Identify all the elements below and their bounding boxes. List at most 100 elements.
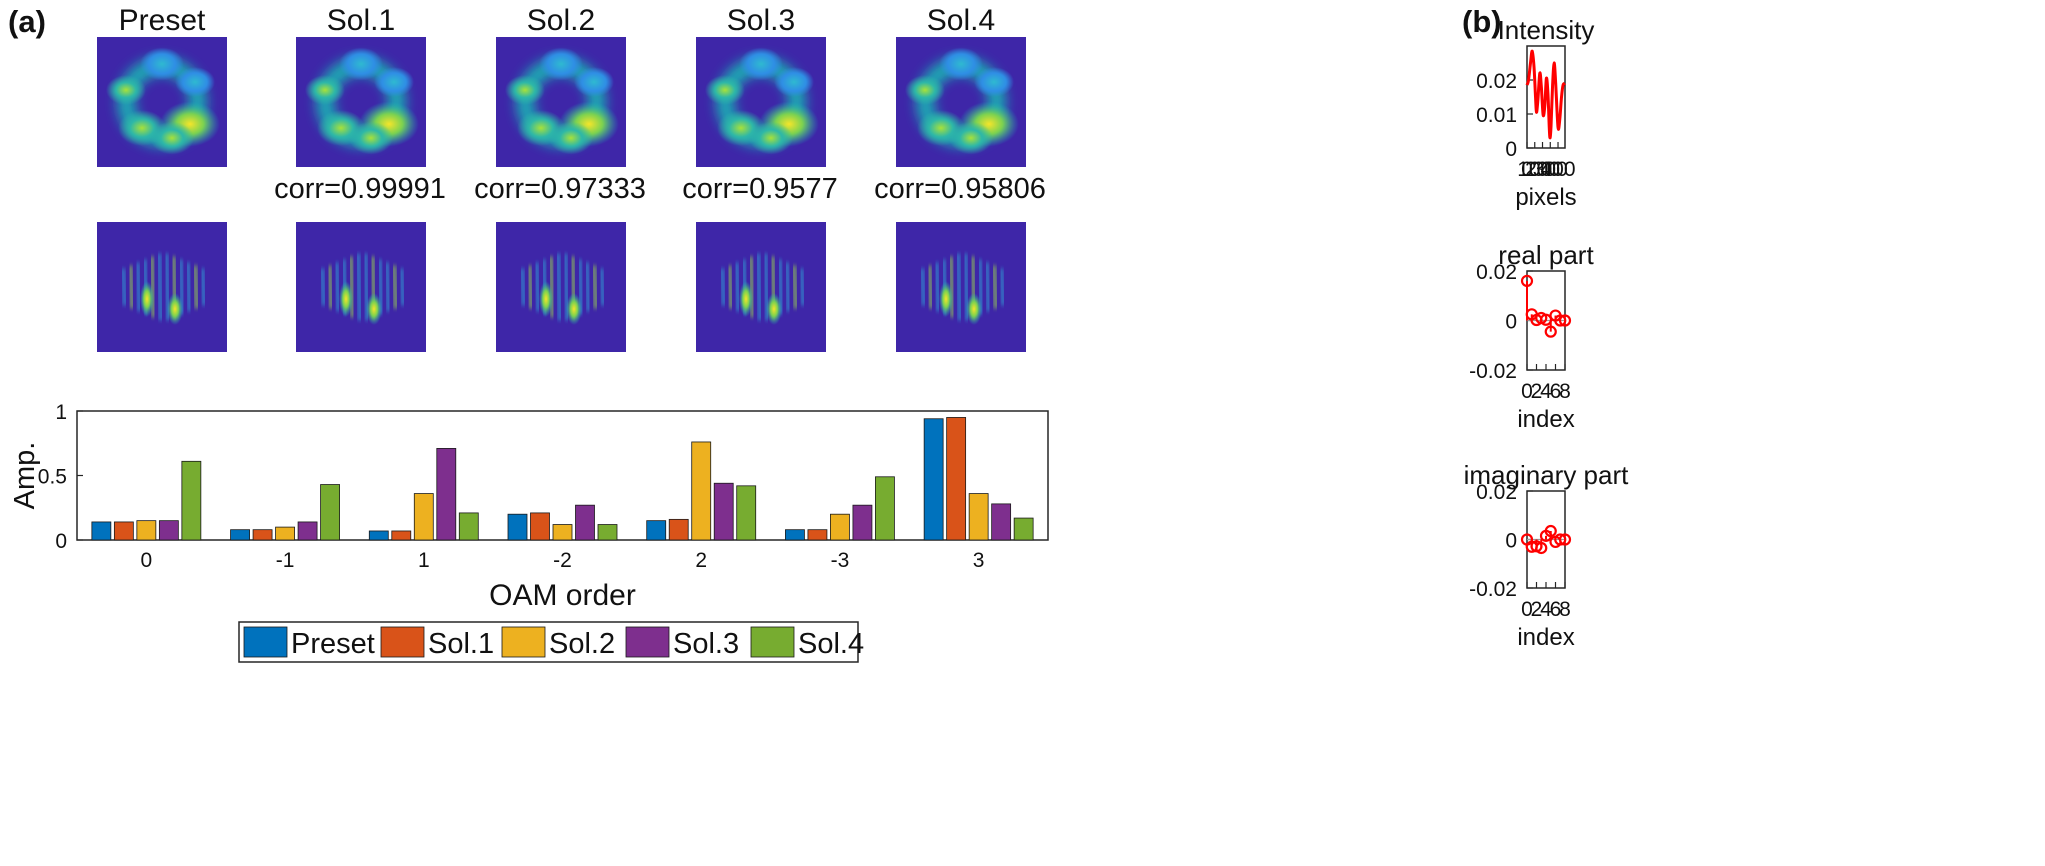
interference-thumbnail-2	[496, 222, 626, 352]
bar-Sol.4-0	[181, 460, 202, 541]
x-tick-label: -3	[831, 549, 850, 572]
bar-Sol.2--2	[552, 524, 573, 541]
y-tick-label: 0.02	[1476, 261, 1517, 284]
x-tick-label: 0	[141, 549, 153, 572]
x-tick-label: 0	[1521, 380, 1533, 403]
bar-plot-frame	[76, 410, 1049, 541]
x-tick-label: 8	[1559, 598, 1571, 621]
x-tick-label: -1	[276, 549, 295, 572]
x-tick-label: 4	[1540, 380, 1552, 403]
x-tick-label: 2	[1531, 598, 1543, 621]
x-axis-label: pixels	[1515, 184, 1576, 211]
y-tick-label: 0.5	[38, 466, 67, 489]
bar-Preset--3	[785, 529, 805, 541]
stem-marker-0	[1520, 274, 1534, 287]
stem-marker-7	[1554, 533, 1567, 546]
bar-Preset-1	[368, 530, 389, 541]
x-tick-label: 100	[1517, 158, 1552, 181]
bar-Sol.2--1	[275, 526, 295, 541]
y-tick-label: 0	[55, 530, 67, 553]
legend-swatch-Sol.3	[625, 626, 670, 658]
x-tick-label: 400	[1540, 158, 1575, 181]
x-axis-label: OAM order	[489, 579, 636, 612]
bar-Preset-3	[923, 418, 944, 541]
intensity-thumbnail-4	[896, 37, 1026, 167]
thumb-title-1: Sol.1	[327, 4, 395, 37]
stem-marker-5	[1544, 325, 1557, 338]
bar-Sol.4-1	[458, 512, 479, 541]
x-tick-label: 1	[418, 549, 430, 572]
x-tick-label: 200	[1525, 158, 1560, 181]
bar-Sol.2-2	[691, 441, 712, 541]
y-tick-label: 0	[1505, 530, 1517, 553]
correlation-label-3: corr=0.9577	[682, 173, 838, 205]
bar-Sol.1--2	[530, 512, 550, 541]
bar-Sol.1-1	[391, 530, 412, 541]
thumb-title-2: Sol.2	[527, 4, 595, 37]
bar-Preset-0	[91, 521, 112, 541]
intensity-thumbnail-2	[496, 37, 626, 167]
bar-Sol.2-1	[413, 493, 434, 541]
stem-marker-5	[1544, 524, 1557, 538]
intensity-thumbnail-1	[296, 37, 426, 167]
chart-title: real part	[1498, 240, 1594, 270]
bar-Sol.1--1	[252, 529, 273, 541]
interference-thumbnail-1	[296, 222, 426, 352]
x-tick-label: 8	[1559, 380, 1571, 403]
bar-Preset--2	[507, 513, 528, 541]
legend-swatch-Sol.4	[750, 626, 795, 658]
thumb-title-0: Preset	[119, 4, 206, 37]
x-tick-label: 4	[1540, 598, 1552, 621]
bar-Sol.1-3	[946, 417, 967, 541]
x-tick-label: 2	[1531, 380, 1543, 403]
correlation-label-4: corr=0.95806	[874, 173, 1046, 205]
bar-Sol.3-1	[436, 448, 457, 541]
y-axis-label: Amp.	[9, 442, 41, 510]
intensity-thumbnail-0	[97, 37, 227, 167]
x-axis-label: index	[1517, 624, 1574, 651]
intensity-line	[1525, 49, 1566, 140]
panel-label-b: (b)	[1462, 4, 1502, 39]
x-tick-label: 2	[695, 549, 707, 572]
bar-Preset-2	[646, 520, 667, 541]
bar-Sol.2-3	[968, 493, 989, 541]
y-tick-label: -0.02	[1469, 578, 1517, 601]
chart-title: Intensity	[1498, 15, 1595, 45]
legend-swatch-Preset	[243, 626, 288, 658]
y-tick-label: 0	[1505, 138, 1517, 161]
bar-Sol.1-0	[113, 521, 134, 541]
y-tick-label: 1	[55, 401, 67, 424]
legend-label-Sol.1: Sol.1	[428, 628, 494, 660]
x-tick-label: 3	[973, 549, 985, 572]
bar-Sol.4--1	[320, 484, 340, 541]
correlation-label-2: corr=0.97333	[474, 173, 646, 205]
bar-Sol.2--3	[830, 513, 850, 541]
legend-label-Sol.3: Sol.3	[673, 628, 739, 660]
x-tick-label: 6	[1550, 598, 1562, 621]
bar-Sol.3--2	[575, 504, 595, 541]
interference-thumbnail-3	[696, 222, 826, 352]
interference-thumbnail-4	[896, 222, 1026, 352]
bar-Sol.1--3	[807, 529, 828, 541]
x-axis-label: index	[1517, 406, 1574, 433]
legend-label-Preset: Preset	[291, 628, 375, 660]
panel-label-a: (a)	[8, 4, 46, 39]
x-tick-label: 0	[1521, 158, 1533, 181]
bar-Sol.1-2	[668, 518, 689, 541]
stem-marker-3	[1535, 541, 1548, 555]
bar-Sol.3--3	[852, 504, 873, 541]
stem-marker-8	[1558, 533, 1572, 546]
bar-Sol.4-3	[1013, 517, 1034, 541]
chart-title: imaginary part	[1464, 460, 1630, 490]
bar-Sol.4--3	[875, 476, 895, 541]
interference-thumbnail-0	[97, 222, 227, 352]
correlation-label-1: corr=0.99991	[274, 173, 446, 205]
y-tick-label: 0.02	[1476, 481, 1517, 504]
bar-Sol.3-2	[713, 482, 734, 541]
x-tick-label: 6	[1550, 380, 1562, 403]
legend-label-Sol.2: Sol.2	[549, 628, 615, 660]
bar-Sol.3-3	[991, 503, 1012, 541]
y-tick-label: 0.02	[1476, 70, 1517, 93]
bar-Sol.3-0	[158, 520, 179, 541]
